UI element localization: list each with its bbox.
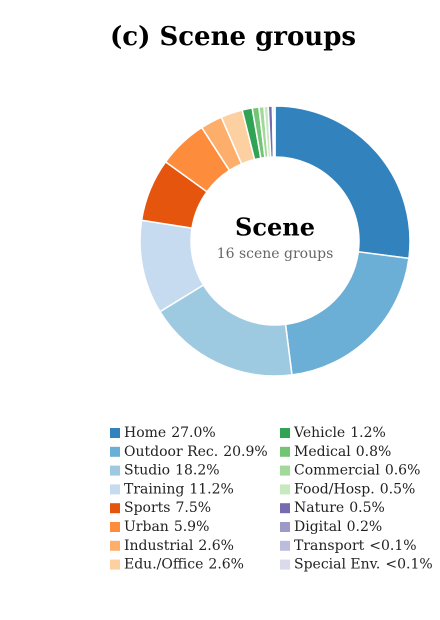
center-title: Scene [235, 213, 315, 242]
legend-label: Home 27.0% [124, 425, 216, 441]
legend-label: Outdoor Rec. 20.9% [124, 444, 268, 460]
legend-category: Industrial [124, 538, 194, 554]
wedge [284, 250, 410, 376]
legend-category: Sports [124, 500, 170, 516]
legend-category: Urban [124, 519, 169, 535]
center-subtitle: 16 scene groups [217, 246, 334, 262]
legend-label: Urban 5.9% [124, 519, 209, 535]
legend-swatch [110, 503, 120, 514]
legend-label: Special Env. <0.1% [294, 557, 433, 573]
legend-value: <0.1% [385, 557, 432, 573]
legend-label: Transport <0.1% [294, 538, 417, 554]
legend-swatch [280, 446, 290, 457]
legend-value: 7.5% [175, 500, 211, 516]
legend-category: Training [124, 481, 184, 497]
legend-label: Industrial 2.6% [124, 538, 234, 554]
legend-swatch [110, 484, 120, 495]
legend-label: Digital 0.2% [294, 519, 382, 535]
legend-category: Home [124, 425, 166, 441]
legend-value: <0.1% [369, 538, 416, 554]
legend-label: Vehicle 1.2% [293, 425, 386, 441]
chart-title: (c) Scene groups [110, 22, 356, 52]
legend-value: 0.5% [349, 500, 385, 516]
legend-swatch [280, 503, 290, 514]
legend-label: Training 11.2% [124, 481, 234, 497]
legend-category: Special Env. [294, 557, 380, 573]
legend-category: Nature [294, 500, 344, 516]
legend-swatch [280, 559, 290, 570]
legend-category: Medical [294, 444, 351, 460]
legend-category: Studio [124, 463, 170, 479]
donut [139, 105, 411, 377]
legend-swatch [110, 559, 120, 570]
wedge [274, 105, 411, 260]
legend-value: 2.6% [198, 538, 234, 554]
legend-swatch [280, 465, 290, 476]
legend-value: 1.2% [350, 425, 386, 441]
legend-value: 18.2% [175, 463, 219, 479]
legend-swatch [280, 522, 290, 532]
legend-label: Edu./Office 2.6% [124, 557, 244, 573]
legend-category: Transport [294, 538, 365, 554]
legend-category: Food/Hosp. [294, 481, 375, 497]
legend-label: Commercial 0.6% [294, 463, 420, 479]
legend-label: Nature 0.5% [294, 500, 385, 516]
legend-value: 0.6% [385, 463, 421, 479]
legend-swatch [110, 540, 120, 551]
legend-swatch [110, 428, 120, 438]
legend-value: 0.8% [356, 444, 392, 460]
legend-label: Medical 0.8% [294, 444, 391, 460]
legend-value: 27.0% [171, 425, 215, 441]
legend-category: Outdoor Rec. [124, 444, 218, 460]
legend-category: Digital [294, 519, 342, 535]
legend-swatch [280, 484, 290, 495]
legend-swatch [110, 465, 120, 476]
legend-swatch [280, 540, 290, 551]
legend-category: Vehicle [293, 425, 345, 441]
legend-value: 2.6% [208, 557, 244, 573]
legend: Home 27.0% Outdoor Rec. 20.9% Studio 18.2% Tra… [110, 425, 433, 573]
legend-label: Food/Hosp. 0.5% [294, 481, 415, 497]
legend-value: 20.9% [223, 444, 267, 460]
legend-value: 0.2% [347, 519, 383, 535]
legend-category: Commercial [294, 463, 380, 479]
legend-swatch [280, 428, 290, 438]
legend-label: Sports 7.5% [124, 500, 211, 516]
legend-label: Studio 18.2% [124, 463, 220, 479]
legend-value: 5.9% [174, 519, 210, 535]
legend-value: 0.5% [380, 481, 416, 497]
legend-category: Edu./Office [124, 557, 203, 573]
legend-swatch [110, 446, 120, 457]
legend-value: 11.2% [189, 481, 233, 497]
legend-swatch [110, 522, 120, 532]
